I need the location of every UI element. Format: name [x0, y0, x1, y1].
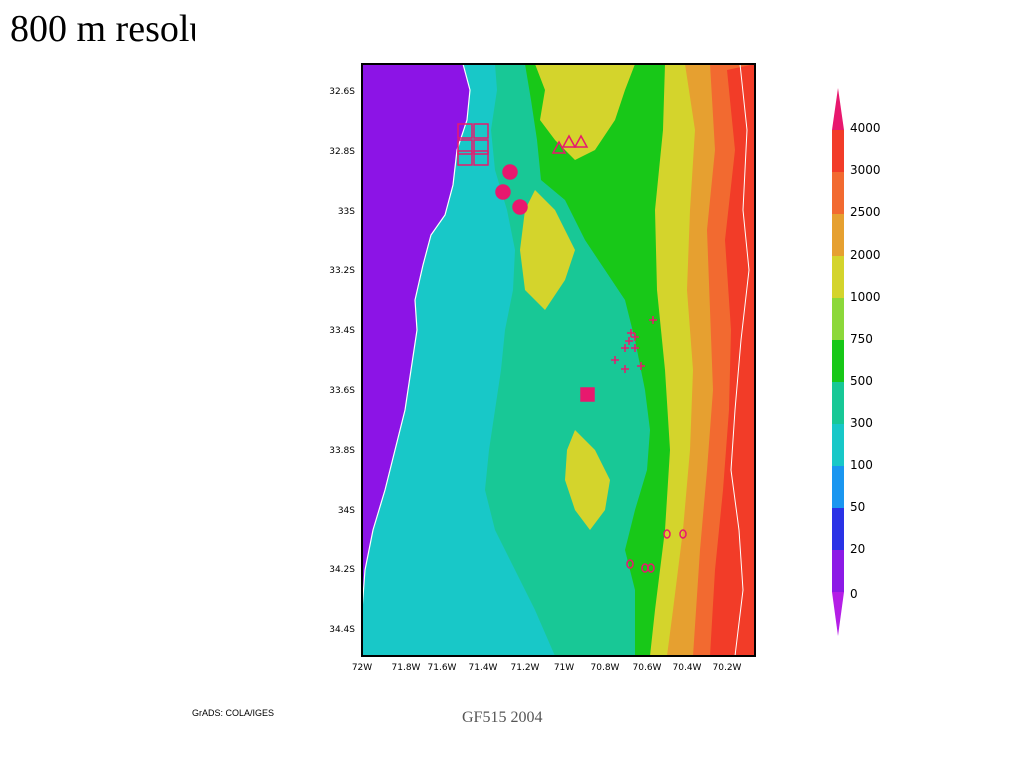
plus-marker — [631, 333, 639, 341]
colorbar: 4000 3000 2500 2000 1000 750 500 300 100… — [832, 88, 881, 636]
open-square-marker — [457, 123, 473, 139]
filled-circle-marker — [502, 164, 518, 180]
lon-tick-label: 71W — [554, 663, 574, 673]
colorbar-segment — [832, 466, 844, 508]
hill-zone-3 — [565, 430, 610, 530]
footer-text: GF515 2004 — [462, 709, 543, 726]
triangle-marker — [573, 134, 589, 148]
colorbar-label: 3000 — [850, 163, 881, 177]
colorbar-segment — [832, 214, 844, 256]
open-square-marker — [457, 139, 473, 155]
plus-marker — [621, 344, 629, 352]
open-square-marker — [473, 139, 489, 155]
lon-tick-label: 70.8W — [591, 663, 620, 673]
colorbar-label: 750 — [850, 332, 873, 346]
hill-zone-4 — [635, 64, 695, 656]
lon-tick-label: 70.6W — [633, 663, 662, 673]
lon-tick-label: 70.4W — [673, 663, 702, 673]
lat-tick-label: 33S — [338, 207, 355, 217]
hill-zone-2 — [520, 190, 575, 310]
hill-zone — [535, 64, 635, 160]
colorbar-label: 20 — [850, 542, 865, 556]
plus-marker — [637, 362, 645, 370]
open-square-marker — [473, 150, 489, 166]
colorbar-label: 1000 — [850, 290, 881, 304]
colorbar-label: 300 — [850, 416, 873, 430]
lat-tick-label: 33.4S — [329, 326, 355, 336]
lon-tick-label: 71.4W — [469, 663, 498, 673]
plus-marker — [625, 337, 633, 345]
lat-tick-label: 34S — [338, 506, 355, 516]
colorbar-segment — [832, 256, 844, 298]
open-square-marker — [473, 123, 489, 139]
terrain-map: 32.6S 32.8S 33S 33.2S 33.4S 33.6S 33.8S … — [329, 63, 881, 673]
lat-tick-label: 33.2S — [329, 266, 355, 276]
longitude-axis: 72W 71.8W 71.6W 71.4W 71.2W 71W 70.8W 70… — [352, 663, 742, 673]
colorbar-bottom-cap — [832, 592, 844, 636]
lon-tick-label: 71.8W — [392, 663, 421, 673]
open-circle-marker — [647, 563, 655, 573]
colorbar-segment — [832, 340, 844, 382]
open-circle-marker — [663, 529, 671, 539]
plus-marker — [649, 316, 657, 324]
lat-tick-label: 32.8S — [329, 147, 355, 157]
filled-circle-marker — [495, 184, 511, 200]
map-frame — [361, 63, 756, 657]
open-circle-marker — [679, 529, 687, 539]
triangle-marker — [561, 134, 577, 148]
grads-credit: GrADS: COLA/IGES — [192, 708, 275, 718]
colorbar-segment — [832, 130, 844, 172]
lat-tick-label: 34.4S — [329, 625, 355, 635]
plus-marker — [631, 344, 639, 352]
colorbar-segment — [832, 382, 844, 424]
colorbar-label: 0 — [850, 587, 858, 601]
colorbar-segment — [832, 172, 844, 214]
lat-tick-label: 34.2S — [329, 565, 355, 575]
colorbar-label: 50 — [850, 500, 865, 514]
plus-marker — [627, 329, 635, 337]
colorbar-label: 500 — [850, 374, 873, 388]
colorbar-label: 4000 — [850, 121, 881, 135]
filled-circle-marker — [512, 199, 528, 215]
filled-square-marker — [580, 387, 595, 402]
colorbar-segment — [832, 424, 844, 466]
lat-tick-label: 33.6S — [329, 386, 355, 396]
colorbar-segment — [832, 508, 844, 550]
lon-tick-label: 71.6W — [428, 663, 457, 673]
plus-marker — [621, 365, 629, 373]
lat-tick-label: 33.8S — [329, 446, 355, 456]
plus-marker — [611, 356, 619, 364]
open-square-marker — [457, 150, 473, 166]
lon-tick-label: 72W — [352, 663, 372, 673]
border-line — [730, 64, 750, 656]
open-circle-marker — [626, 559, 634, 569]
colorbar-label: 2000 — [850, 248, 881, 262]
terrain-layers — [362, 64, 755, 656]
colorbar-segment — [832, 550, 844, 592]
lon-tick-label: 71.2W — [511, 663, 540, 673]
colorbar-label: 2500 — [850, 205, 881, 219]
figure-panel: 32.6S 32.8S 33S 33.2S 33.4S 33.6S 33.8S … — [195, 10, 927, 722]
colorbar-segment — [832, 298, 844, 340]
lon-tick-label: 70.2W — [713, 663, 742, 673]
latitude-axis: 32.6S 32.8S 33S 33.2S 33.4S 33.6S 33.8S … — [329, 87, 355, 635]
andes-summits — [710, 64, 755, 656]
colorbar-label: 100 — [850, 458, 873, 472]
lat-tick-label: 32.6S — [329, 87, 355, 97]
colorbar-top-cap — [832, 88, 844, 130]
station-markers — [457, 123, 687, 573]
